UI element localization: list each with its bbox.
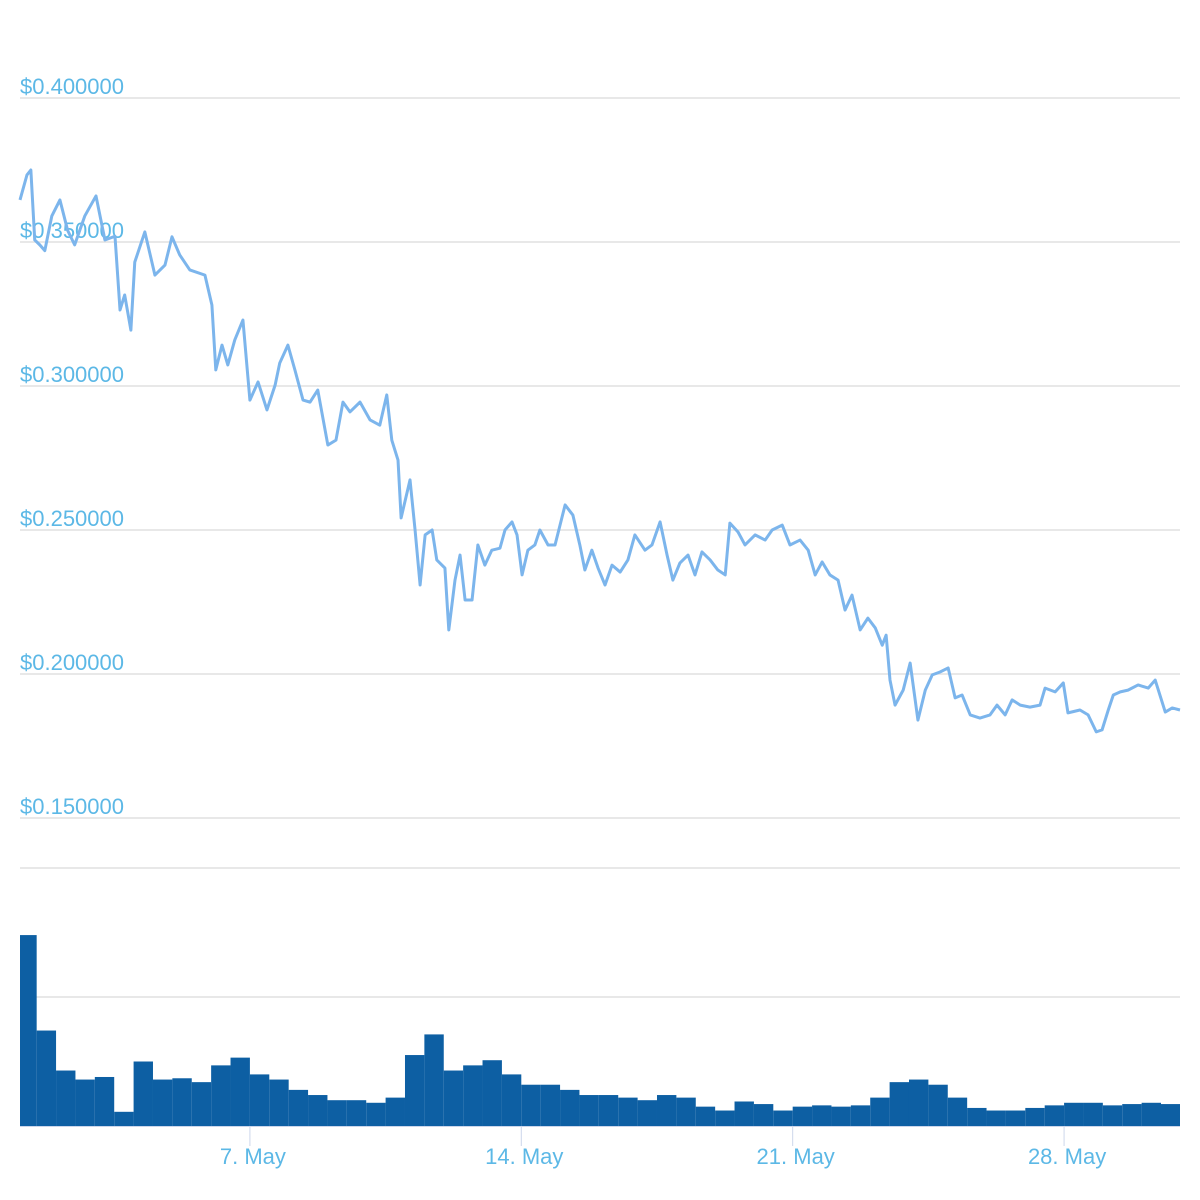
volume-bar — [308, 1095, 328, 1126]
volume-bar — [404, 1055, 425, 1126]
volume-bar — [501, 1074, 522, 1126]
volume-bar — [114, 1111, 134, 1126]
volume-bar — [1044, 1105, 1065, 1126]
volume-bar — [947, 1097, 968, 1126]
volume-bar — [850, 1105, 871, 1126]
volume-bar — [656, 1095, 677, 1126]
y-tick-label: $0.250000 — [20, 506, 124, 531]
volume-bar — [20, 935, 37, 1126]
y-tick-label: $0.300000 — [20, 362, 124, 387]
volume-bar — [870, 1097, 890, 1126]
x-tick-label: 21. May — [757, 1144, 835, 1169]
x-tick-label: 14. May — [485, 1144, 563, 1169]
volume-bar — [94, 1076, 115, 1126]
volume-bar — [967, 1107, 987, 1126]
volume-bar — [676, 1097, 696, 1126]
volume-bar — [753, 1104, 774, 1126]
volume-bar — [928, 1084, 948, 1126]
volume-bar — [889, 1082, 909, 1126]
volume-bar — [269, 1079, 289, 1126]
volume-bar — [1102, 1105, 1123, 1126]
volume-bar — [346, 1100, 367, 1126]
y-tick-label: $0.150000 — [20, 794, 124, 819]
volume-bar — [463, 1065, 483, 1126]
volume-bar — [424, 1034, 444, 1126]
y-tick-label: $0.400000 — [20, 74, 124, 99]
volume-bar — [1083, 1102, 1103, 1126]
volume-bar — [443, 1070, 464, 1126]
volume-bar — [482, 1060, 502, 1126]
volume-bar — [288, 1089, 309, 1126]
volume-bar — [327, 1100, 347, 1126]
volume-bar — [172, 1078, 192, 1126]
volume-bar — [1005, 1110, 1026, 1126]
volume-bar — [75, 1079, 95, 1126]
volume-bar — [36, 1030, 57, 1126]
volume-bar — [812, 1105, 832, 1126]
volume-bar — [1064, 1102, 1084, 1126]
volume-bar — [1025, 1107, 1045, 1126]
volume-bar — [908, 1079, 929, 1126]
volume-bar — [792, 1106, 813, 1126]
volume-bar — [831, 1106, 851, 1126]
volume-bar — [715, 1110, 735, 1126]
volume-bar — [637, 1100, 657, 1126]
volume-bar — [598, 1095, 619, 1126]
y-tick-label: $0.200000 — [20, 650, 124, 675]
volume-bar — [695, 1106, 716, 1126]
volume-bar — [385, 1097, 405, 1126]
volume-bar — [366, 1102, 386, 1126]
volume-bar — [540, 1084, 561, 1126]
volume-bar — [1141, 1102, 1162, 1126]
volume-bar — [133, 1061, 153, 1126]
x-tick-label: 7. May — [220, 1144, 286, 1169]
volume-bar — [152, 1079, 173, 1126]
volume-bar — [618, 1097, 638, 1126]
volume-bar — [56, 1070, 76, 1126]
volume-bar — [773, 1110, 793, 1126]
volume-bar — [734, 1101, 754, 1126]
volume-bar — [211, 1065, 231, 1126]
volume-bar — [1122, 1104, 1142, 1126]
volume-bar — [521, 1084, 541, 1126]
x-tick-label: 28. May — [1028, 1144, 1106, 1169]
volume-bar — [191, 1082, 212, 1126]
price-line — [18, 168, 1181, 734]
volume-bar — [579, 1095, 599, 1126]
volume-bar — [986, 1110, 1006, 1126]
volume-bar — [560, 1089, 580, 1126]
volume-bar — [230, 1057, 250, 1126]
volume-bar — [1161, 1104, 1180, 1126]
volume-bar — [249, 1074, 270, 1126]
